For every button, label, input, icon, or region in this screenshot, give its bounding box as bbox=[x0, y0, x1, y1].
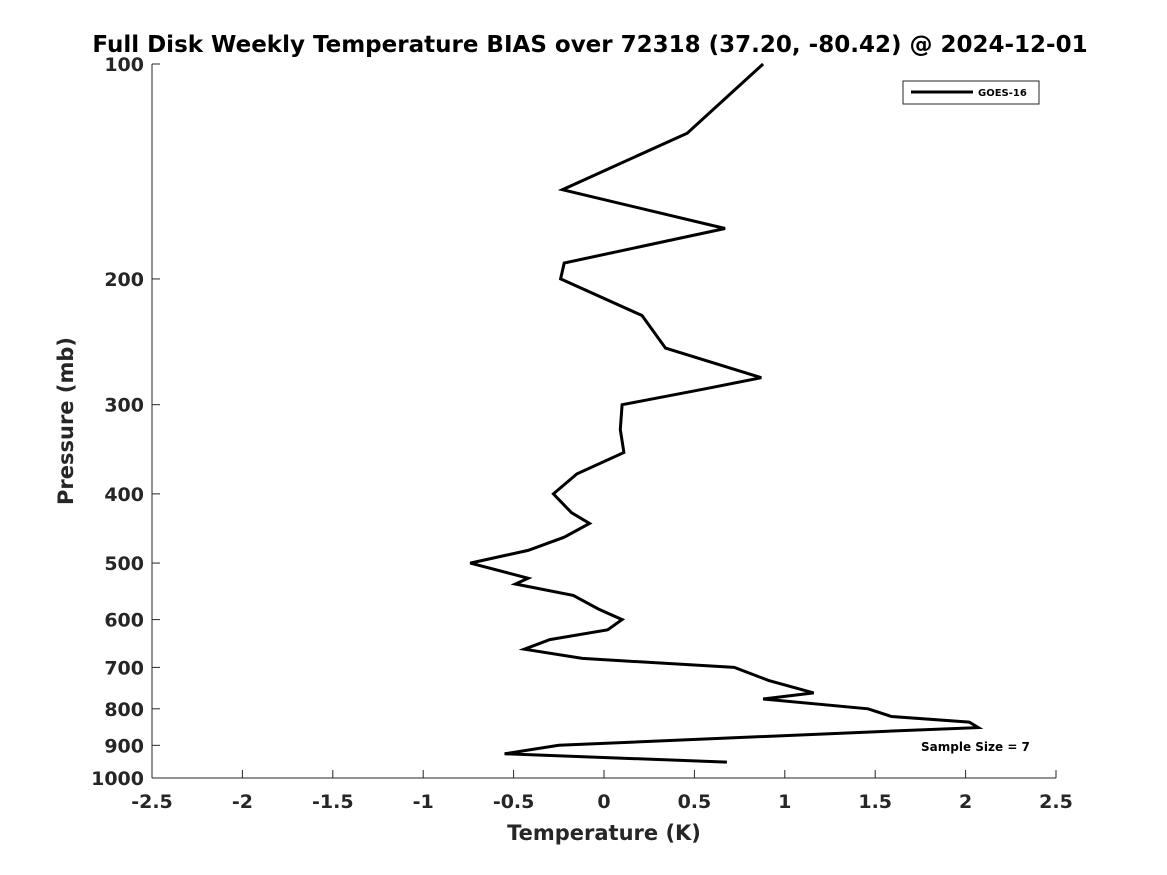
y-tick-label: 200 bbox=[104, 269, 144, 291]
x-tick-label: -1 bbox=[413, 791, 434, 813]
x-tick-label: 2 bbox=[959, 791, 972, 813]
x-tick-label: 2.5 bbox=[1039, 791, 1073, 813]
x-tick-label: 0.5 bbox=[678, 791, 712, 813]
y-tick-label: 600 bbox=[104, 610, 144, 632]
y-tick-label: 900 bbox=[104, 735, 144, 757]
chart-title: Full Disk Weekly Temperature BIAS over 7… bbox=[92, 32, 1087, 58]
y-tick-label: 800 bbox=[104, 699, 144, 721]
legend-label: GOES-16 bbox=[978, 88, 1027, 99]
series-line-goes-16 bbox=[469, 62, 984, 764]
x-axis-label: Temperature (K) bbox=[507, 821, 701, 845]
x-tick-label: -0.5 bbox=[493, 791, 535, 813]
x-tick-label: -2.5 bbox=[131, 791, 173, 813]
y-tick-label: 300 bbox=[104, 395, 144, 417]
x-tick-label: -1.5 bbox=[312, 791, 354, 813]
y-tick-label: 700 bbox=[104, 657, 144, 679]
x-tick-label: 1.5 bbox=[858, 791, 892, 813]
sample-size-annotation: Sample Size = 7 bbox=[921, 740, 1030, 754]
y-axis-label: Pressure (mb) bbox=[54, 337, 78, 505]
x-axis: -2.5 -2 -1.5 -1 -0.5 0 0.5 1 1.5 2 2.5 bbox=[131, 770, 1073, 813]
x-tick-label: 0 bbox=[597, 791, 610, 813]
y-tick-label: 1000 bbox=[91, 768, 144, 790]
y-tick-label: 100 bbox=[104, 54, 144, 76]
y-tick-label: 400 bbox=[104, 484, 144, 506]
x-tick-label: 1 bbox=[778, 791, 791, 813]
x-tick-label: -2 bbox=[232, 791, 253, 813]
y-axis: 100 200 300 400 500 600 700 800 900 1000 bbox=[91, 54, 160, 790]
legend: GOES-16 bbox=[902, 80, 1040, 105]
y-tick-label: 500 bbox=[104, 553, 144, 575]
series-layer bbox=[469, 62, 984, 764]
